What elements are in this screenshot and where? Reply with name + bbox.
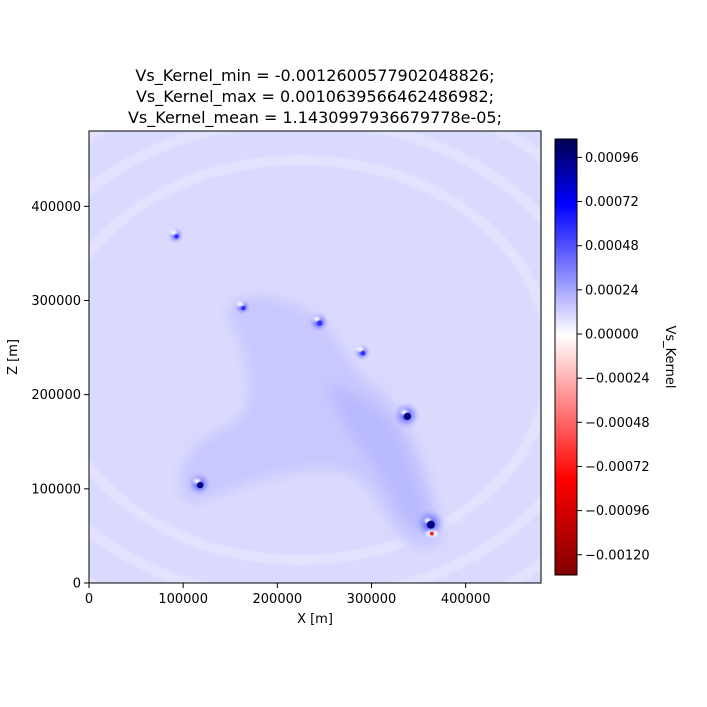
y-tick-label: 0	[73, 577, 81, 592]
x-tick-label: 400000	[441, 592, 491, 607]
colorbar-tick-label: 0.00048	[585, 239, 639, 254]
kernel-source-2	[233, 298, 251, 316]
wavefront-band	[89, 155, 541, 565]
kernel-source-4	[353, 343, 371, 362]
colorbar-label: Vs_Kernel	[662, 325, 677, 388]
kernel-source-1	[186, 471, 212, 497]
colorbar-tick-label: 0.00000	[585, 328, 639, 343]
colorbar-tick-label: −0.00096	[585, 504, 650, 519]
y-tick-label: 100000	[31, 482, 81, 497]
chart-title-line-3: Vs_Kernel_mean = 1.1430997936679778e-05;	[128, 108, 502, 128]
y-tick-label: 400000	[31, 200, 81, 215]
y-axis-ticks: 0 100000 200000 300000 400000	[31, 200, 89, 592]
source-features	[167, 227, 446, 540]
x-tick-label: 200000	[253, 592, 303, 607]
y-tick-label: 300000	[31, 294, 81, 309]
x-tick-label: 100000	[158, 592, 208, 607]
kernel-body-inner	[330, 380, 431, 531]
kernel-source-5	[391, 400, 421, 430]
colorbar-tick-label: 0.00024	[585, 283, 639, 298]
colorbar-tick-label: −0.00024	[585, 372, 650, 387]
colorbar-tick-label: −0.00120	[585, 548, 650, 563]
x-tick-label: 0	[85, 592, 93, 607]
colorbar-tick-label: −0.00048	[585, 416, 650, 431]
y-tick-label: 200000	[31, 388, 81, 403]
x-axis-label: X [m]	[297, 612, 333, 627]
colorbar-tick-label: −0.00072	[585, 460, 650, 475]
wavefront-bands	[89, 131, 541, 583]
colorbar-tick-label: 0.00072	[585, 195, 639, 210]
kernel-source-3	[308, 311, 330, 333]
kernel-source-6	[413, 507, 446, 540]
kernel-body	[180, 296, 443, 549]
colorbar	[554, 138, 578, 576]
chart-title-line-1: Vs_Kernel_min = -0.0012600577902048826;	[135, 66, 494, 86]
colorbar-tick-label: 0.00096	[585, 151, 639, 166]
x-tick-label: 300000	[347, 592, 397, 607]
chart-title-line-2: Vs_Kernel_max = 0.0010639566462486982;	[136, 87, 494, 107]
y-axis-label: Z [m]	[6, 339, 21, 375]
x-axis-ticks: 0 100000 200000 300000 400000	[85, 583, 491, 607]
colorbar-ticks: 0.00096 0.00072 0.00048 0.00024 0.00000 −0.00…	[577, 151, 650, 563]
kernel-source-7	[167, 227, 185, 245]
plot-frame	[88, 130, 542, 584]
heatmap-plot-area	[89, 131, 541, 583]
